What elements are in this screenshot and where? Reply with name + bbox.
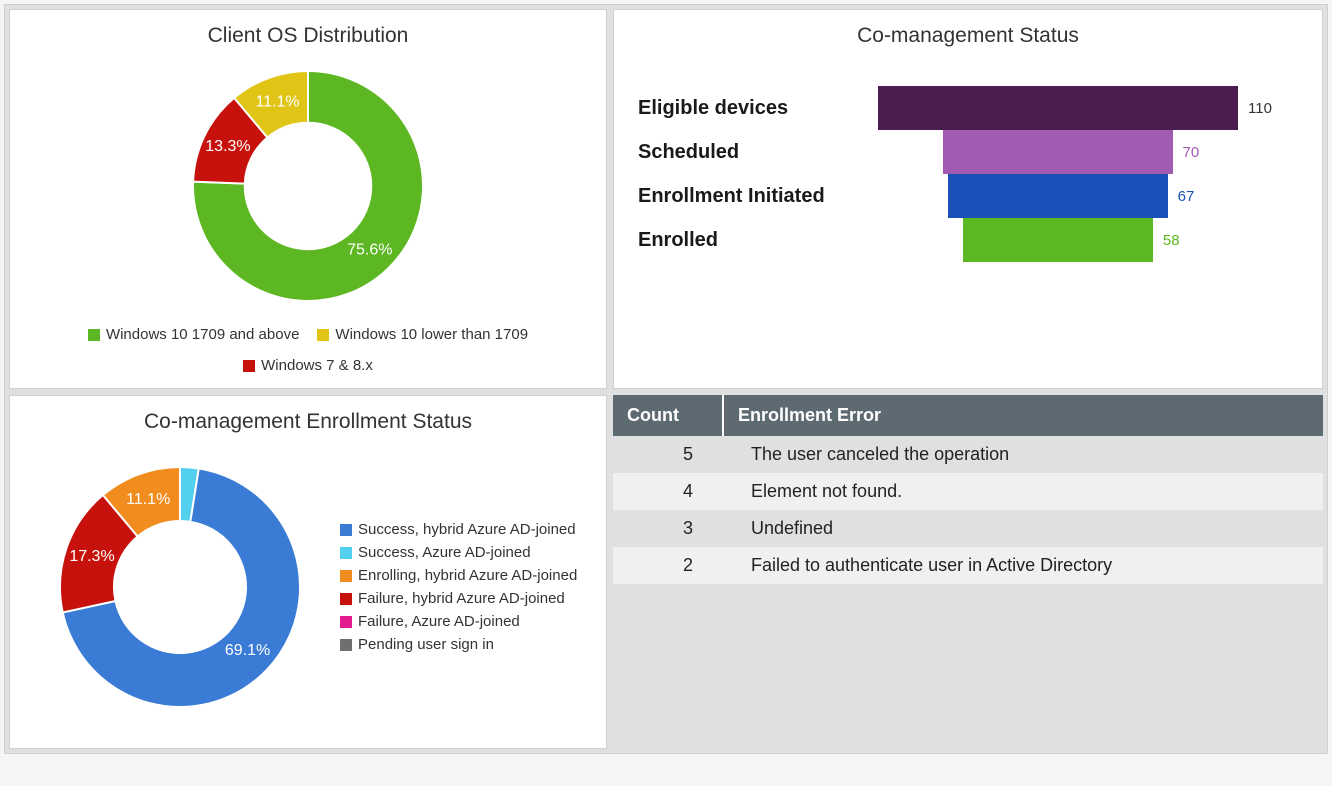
- legend-label: Failure, hybrid Azure AD-joined: [358, 590, 565, 607]
- legend-swatch: [340, 616, 352, 628]
- legend-label: Windows 7 & 8.x: [261, 357, 373, 374]
- funnel-labels: Eligible devicesScheduledEnrollment Init…: [638, 86, 858, 262]
- funnel-label: Eligible devices: [638, 86, 858, 130]
- legend-swatch: [340, 547, 352, 559]
- funnel-bar-row: 58: [878, 218, 1298, 262]
- cell-error: Undefined: [723, 510, 1323, 547]
- donut-segment-label: 75.6%: [347, 241, 392, 258]
- legend-item: Success, Azure AD-joined: [340, 544, 577, 561]
- cell-error: Failed to authenticate user in Active Di…: [723, 547, 1323, 584]
- funnel-chart: Eligible devicesScheduledEnrollment Init…: [614, 56, 1322, 292]
- table-row: 5The user canceled the operation: [613, 436, 1323, 473]
- table-row: 3Undefined: [613, 510, 1323, 547]
- legend-item: Failure, Azure AD-joined: [340, 613, 577, 630]
- os-distribution-donut: 75.6% 13.3% 11.1%: [158, 56, 458, 316]
- dashboard-grid: Client OS Distribution 75.6% 13.3% 11.1% W…: [4, 4, 1328, 754]
- cell-count: 2: [613, 547, 723, 584]
- legend-item: Success, hybrid Azure AD-joined: [340, 521, 577, 538]
- panel-title: Co-management Enrollment Status: [10, 410, 606, 434]
- donut-segment-label: 11.1%: [126, 491, 170, 508]
- funnel-bar: [943, 130, 1172, 174]
- os-distribution-legend: Windows 10 1709 and above Windows 10 lowe…: [10, 316, 606, 374]
- legend-item: Windows 10 lower than 1709: [317, 326, 528, 343]
- enrollment-error-table: Count Enrollment Error 5The user cancele…: [613, 395, 1323, 584]
- legend-swatch: [340, 639, 352, 651]
- legend-swatch: [340, 524, 352, 536]
- funnel-bar: [878, 86, 1238, 130]
- os-donut-wrap: 75.6% 13.3% 11.1% Windows 10 1709 and abov…: [10, 56, 606, 388]
- donut-segment-label: 69.1%: [225, 642, 270, 659]
- cell-count: 4: [613, 473, 723, 510]
- funnel-bar: [963, 218, 1153, 262]
- funnel-value: 70: [1183, 144, 1200, 161]
- legend-swatch: [340, 593, 352, 605]
- legend-item: Failure, hybrid Azure AD-joined: [340, 590, 577, 607]
- legend-swatch: [317, 329, 329, 341]
- legend-item: Enrolling, hybrid Azure AD-joined: [340, 567, 577, 584]
- funnel-label: Enrolled: [638, 218, 858, 262]
- panel-os-distribution: Client OS Distribution 75.6% 13.3% 11.1% W…: [9, 9, 607, 389]
- funnel-value: 67: [1178, 188, 1195, 205]
- legend-label: Pending user sign in: [358, 636, 494, 653]
- panel-comanagement-status: Co-management Status Eligible devicesSch…: [613, 9, 1323, 389]
- legend-item: Pending user sign in: [340, 636, 577, 653]
- panel-title: Co-management Status: [614, 24, 1322, 48]
- cell-error: The user canceled the operation: [723, 436, 1323, 473]
- legend-label: Failure, Azure AD-joined: [358, 613, 520, 630]
- cell-error: Element not found.: [723, 473, 1323, 510]
- legend-item: Windows 10 1709 and above: [88, 326, 299, 343]
- donut-segment-label: 17.3%: [69, 548, 114, 565]
- enrollment-donut-wrap: 69.1% 17.3% 11.1% Success, hybrid Azure AD…: [10, 442, 606, 748]
- funnel-bar: [948, 174, 1167, 218]
- donut-segment-label: 11.1%: [255, 93, 299, 110]
- funnel-bar-row: 70: [878, 130, 1298, 174]
- funnel-label: Scheduled: [638, 130, 858, 174]
- legend-label: Windows 10 1709 and above: [106, 326, 299, 343]
- legend-swatch: [243, 360, 255, 372]
- table-header-error: Enrollment Error: [723, 395, 1323, 436]
- funnel-value: 110: [1248, 100, 1272, 117]
- legend-label: Enrolling, hybrid Azure AD-joined: [358, 567, 577, 584]
- legend-swatch: [88, 329, 100, 341]
- funnel-value: 58: [1163, 232, 1180, 249]
- funnel-bar-row: 67: [878, 174, 1298, 218]
- legend-label: Success, hybrid Azure AD-joined: [358, 521, 576, 538]
- legend-item: Windows 7 & 8.x: [243, 357, 373, 374]
- cell-count: 3: [613, 510, 723, 547]
- enrollment-status-legend: Success, hybrid Azure AD-joined Success, …: [330, 521, 577, 653]
- panel-title: Client OS Distribution: [10, 24, 606, 48]
- legend-swatch: [340, 570, 352, 582]
- enrollment-status-donut: 69.1% 17.3% 11.1%: [30, 442, 330, 732]
- legend-label: Windows 10 lower than 1709: [335, 326, 528, 343]
- panel-enrollment-errors: Count Enrollment Error 5The user cancele…: [613, 395, 1323, 749]
- legend-label: Success, Azure AD-joined: [358, 544, 531, 561]
- donut-segment-label: 13.3%: [205, 138, 250, 155]
- funnel-bars: 110 70 67 58: [878, 86, 1298, 262]
- panel-enrollment-status: Co-management Enrollment Status 69.1% 17.…: [9, 395, 607, 749]
- funnel-label: Enrollment Initiated: [638, 174, 858, 218]
- table-row: 4Element not found.: [613, 473, 1323, 510]
- table-row: 2Failed to authenticate user in Active D…: [613, 547, 1323, 584]
- cell-count: 5: [613, 436, 723, 473]
- table-header-count: Count: [613, 395, 723, 436]
- funnel-bar-row: 110: [878, 86, 1298, 130]
